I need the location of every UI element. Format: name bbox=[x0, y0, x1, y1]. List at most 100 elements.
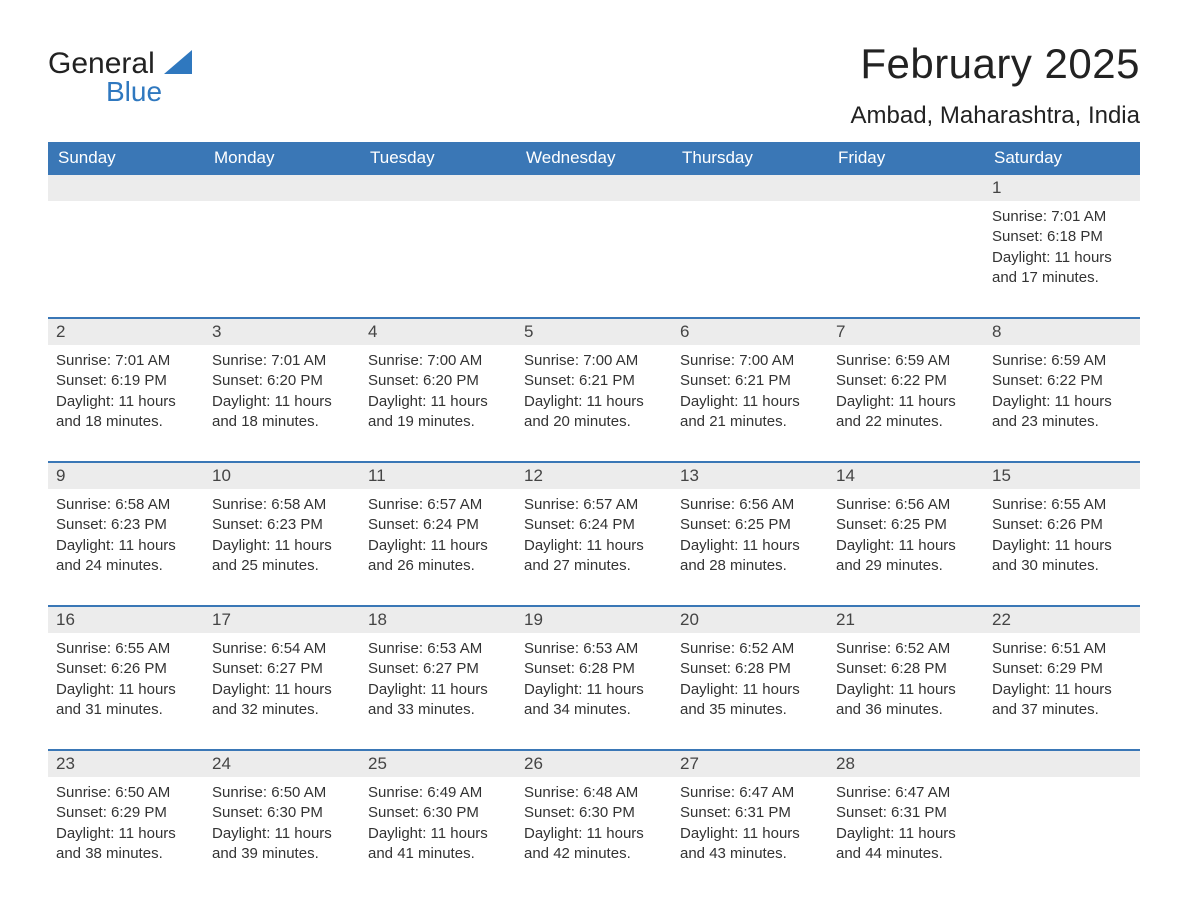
sunrise-text: Sunrise: 7:01 AM bbox=[212, 351, 352, 371]
day-number bbox=[360, 175, 516, 201]
daylight-text: Daylight: 11 hours and 22 minutes. bbox=[836, 392, 976, 433]
daylight-text: Daylight: 11 hours and 38 minutes. bbox=[56, 824, 196, 865]
sunset-text: Sunset: 6:30 PM bbox=[368, 803, 508, 823]
day-number: 22 bbox=[984, 607, 1140, 633]
sunrise-text: Sunrise: 6:58 AM bbox=[212, 495, 352, 515]
day-number: 4 bbox=[360, 319, 516, 345]
day-cell: Sunrise: 6:49 AMSunset: 6:30 PMDaylight:… bbox=[360, 777, 516, 869]
day-number: 5 bbox=[516, 319, 672, 345]
sunrise-text: Sunrise: 7:01 AM bbox=[992, 207, 1132, 227]
day-cell: Sunrise: 6:48 AMSunset: 6:30 PMDaylight:… bbox=[516, 777, 672, 869]
brand-logo: General Blue bbox=[48, 40, 198, 108]
day-number: 11 bbox=[360, 463, 516, 489]
sunset-text: Sunset: 6:23 PM bbox=[212, 515, 352, 535]
day-cell: Sunrise: 6:52 AMSunset: 6:28 PMDaylight:… bbox=[672, 633, 828, 725]
daylight-text: Daylight: 11 hours and 33 minutes. bbox=[368, 680, 508, 721]
sunset-text: Sunset: 6:31 PM bbox=[836, 803, 976, 823]
day-number: 1 bbox=[984, 175, 1140, 201]
weekday-label: Sunday bbox=[48, 142, 204, 175]
day-number: 25 bbox=[360, 751, 516, 777]
brand-name-part1: General bbox=[48, 48, 162, 80]
daylight-text: Daylight: 11 hours and 26 minutes. bbox=[368, 536, 508, 577]
day-cell bbox=[672, 201, 828, 293]
sunrise-text: Sunrise: 6:49 AM bbox=[368, 783, 508, 803]
day-cell bbox=[48, 201, 204, 293]
day-number: 20 bbox=[672, 607, 828, 633]
day-cell: Sunrise: 6:59 AMSunset: 6:22 PMDaylight:… bbox=[828, 345, 984, 437]
sunrise-text: Sunrise: 7:01 AM bbox=[56, 351, 196, 371]
day-cell: Sunrise: 6:58 AMSunset: 6:23 PMDaylight:… bbox=[48, 489, 204, 581]
sunset-text: Sunset: 6:26 PM bbox=[56, 659, 196, 679]
calendar: Sunday Monday Tuesday Wednesday Thursday… bbox=[48, 142, 1140, 869]
sunrise-text: Sunrise: 6:53 AM bbox=[524, 639, 664, 659]
sunrise-text: Sunrise: 6:59 AM bbox=[992, 351, 1132, 371]
daynum-band: 2345678 bbox=[48, 319, 1140, 345]
sunrise-text: Sunrise: 6:53 AM bbox=[368, 639, 508, 659]
sunset-text: Sunset: 6:24 PM bbox=[524, 515, 664, 535]
daylight-text: Daylight: 11 hours and 30 minutes. bbox=[992, 536, 1132, 577]
day-number: 17 bbox=[204, 607, 360, 633]
day-number: 24 bbox=[204, 751, 360, 777]
day-number bbox=[516, 175, 672, 201]
daylight-text: Daylight: 11 hours and 23 minutes. bbox=[992, 392, 1132, 433]
day-number: 9 bbox=[48, 463, 204, 489]
daynum-band: 9101112131415 bbox=[48, 463, 1140, 489]
sunrise-text: Sunrise: 7:00 AM bbox=[680, 351, 820, 371]
sunset-text: Sunset: 6:23 PM bbox=[56, 515, 196, 535]
day-number bbox=[204, 175, 360, 201]
daynum-band: 232425262728 bbox=[48, 751, 1140, 777]
sunrise-text: Sunrise: 6:47 AM bbox=[836, 783, 976, 803]
week-row: 1Sunrise: 7:01 AMSunset: 6:18 PMDaylight… bbox=[48, 175, 1140, 293]
sunset-text: Sunset: 6:27 PM bbox=[368, 659, 508, 679]
brand-mark-icon bbox=[164, 48, 198, 78]
sunrise-text: Sunrise: 6:56 AM bbox=[680, 495, 820, 515]
sunset-text: Sunset: 6:30 PM bbox=[212, 803, 352, 823]
sunrise-text: Sunrise: 6:51 AM bbox=[992, 639, 1132, 659]
day-cell: Sunrise: 6:55 AMSunset: 6:26 PMDaylight:… bbox=[984, 489, 1140, 581]
weeks-container: 1Sunrise: 7:01 AMSunset: 6:18 PMDaylight… bbox=[48, 175, 1140, 869]
daylight-text: Daylight: 11 hours and 18 minutes. bbox=[56, 392, 196, 433]
sunset-text: Sunset: 6:25 PM bbox=[836, 515, 976, 535]
sunset-text: Sunset: 6:30 PM bbox=[524, 803, 664, 823]
day-number bbox=[48, 175, 204, 201]
day-cell: Sunrise: 6:47 AMSunset: 6:31 PMDaylight:… bbox=[672, 777, 828, 869]
day-number: 23 bbox=[48, 751, 204, 777]
day-number: 10 bbox=[204, 463, 360, 489]
week-row: 16171819202122Sunrise: 6:55 AMSunset: 6:… bbox=[48, 605, 1140, 725]
sunrise-text: Sunrise: 6:59 AM bbox=[836, 351, 976, 371]
daylight-text: Daylight: 11 hours and 28 minutes. bbox=[680, 536, 820, 577]
daylight-text: Daylight: 11 hours and 17 minutes. bbox=[992, 248, 1132, 289]
sunset-text: Sunset: 6:19 PM bbox=[56, 371, 196, 391]
sunset-text: Sunset: 6:21 PM bbox=[680, 371, 820, 391]
day-cell: Sunrise: 7:00 AMSunset: 6:21 PMDaylight:… bbox=[516, 345, 672, 437]
week-row: 2345678Sunrise: 7:01 AMSunset: 6:19 PMDa… bbox=[48, 317, 1140, 437]
daynum-band: 1 bbox=[48, 175, 1140, 201]
day-number: 27 bbox=[672, 751, 828, 777]
day-cell bbox=[360, 201, 516, 293]
weekday-label: Tuesday bbox=[360, 142, 516, 175]
day-number: 16 bbox=[48, 607, 204, 633]
sunset-text: Sunset: 6:20 PM bbox=[368, 371, 508, 391]
sunset-text: Sunset: 6:20 PM bbox=[212, 371, 352, 391]
weekday-label: Thursday bbox=[672, 142, 828, 175]
day-number bbox=[672, 175, 828, 201]
sunset-text: Sunset: 6:24 PM bbox=[368, 515, 508, 535]
weekday-header: Sunday Monday Tuesday Wednesday Thursday… bbox=[48, 142, 1140, 175]
daylight-text: Daylight: 11 hours and 34 minutes. bbox=[524, 680, 664, 721]
weekday-label: Wednesday bbox=[516, 142, 672, 175]
sunset-text: Sunset: 6:29 PM bbox=[992, 659, 1132, 679]
sunset-text: Sunset: 6:22 PM bbox=[992, 371, 1132, 391]
day-cell: Sunrise: 7:00 AMSunset: 6:20 PMDaylight:… bbox=[360, 345, 516, 437]
daylight-text: Daylight: 11 hours and 42 minutes. bbox=[524, 824, 664, 865]
daylight-text: Daylight: 11 hours and 29 minutes. bbox=[836, 536, 976, 577]
weekday-label: Friday bbox=[828, 142, 984, 175]
weekday-label: Saturday bbox=[984, 142, 1140, 175]
sunset-text: Sunset: 6:25 PM bbox=[680, 515, 820, 535]
sunrise-text: Sunrise: 6:54 AM bbox=[212, 639, 352, 659]
day-number bbox=[828, 175, 984, 201]
day-number: 19 bbox=[516, 607, 672, 633]
day-cell bbox=[984, 777, 1140, 869]
daylight-text: Daylight: 11 hours and 41 minutes. bbox=[368, 824, 508, 865]
day-number: 2 bbox=[48, 319, 204, 345]
day-number: 6 bbox=[672, 319, 828, 345]
